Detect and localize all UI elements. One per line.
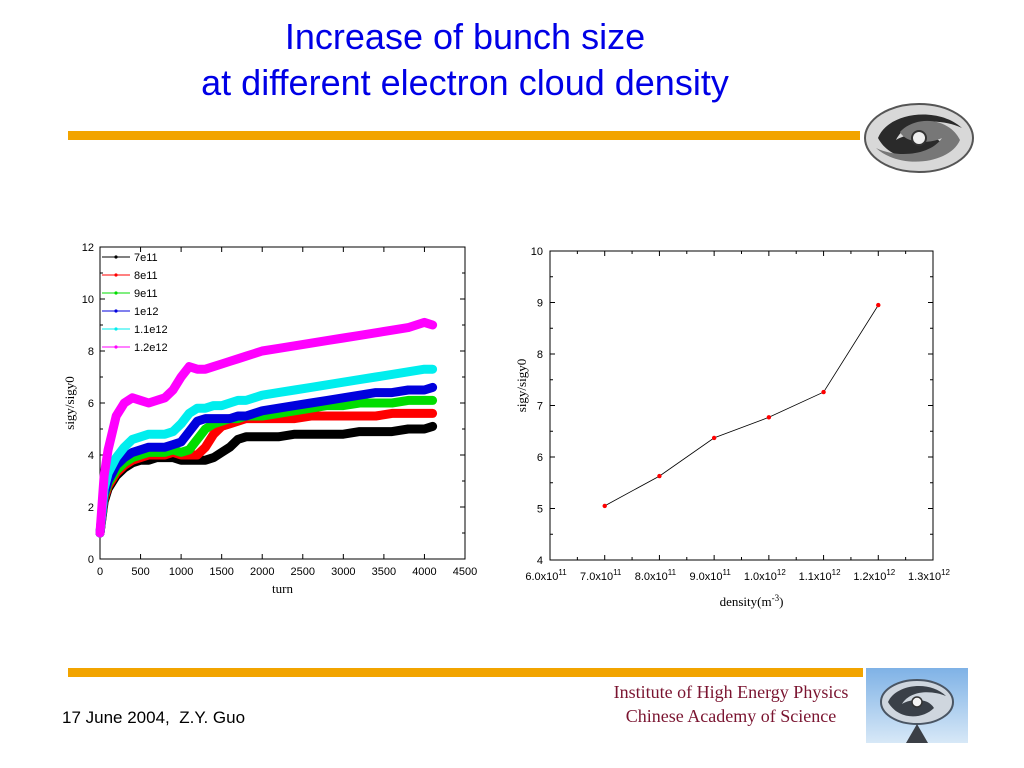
x-tick-label: 3000 <box>331 566 355 578</box>
x-tick-label: 8.0x1011 <box>635 568 677 583</box>
x-tick-label: 0 <box>97 566 103 578</box>
y-tick-label: 0 <box>88 554 94 566</box>
x-tick-label: 1.2x1012 <box>853 568 895 583</box>
data-point <box>602 503 607 509</box>
legend-marker <box>114 273 118 277</box>
footer-date-author: 17 June 2004, Z.Y. Guo <box>62 708 246 727</box>
x-axis-label: turn <box>272 581 293 596</box>
top-divider <box>68 131 860 140</box>
y-tick-label: 4 <box>537 555 543 567</box>
series-line-1e12 <box>95 382 438 538</box>
slide-title: Increase of bunch size at different elec… <box>0 14 930 106</box>
x-tick-label: 1000 <box>169 566 193 578</box>
y-tick-label: 10 <box>531 246 543 258</box>
y-tick-label: 4 <box>88 450 94 462</box>
data-point <box>766 415 772 420</box>
x-tick-label: 1500 <box>209 566 233 578</box>
series-line-7e11 <box>95 421 438 538</box>
data-point <box>876 302 881 308</box>
y-axis-label: sigy/sigy0 <box>62 376 77 429</box>
y-tick-label: 8 <box>88 346 94 358</box>
data-line <box>604 304 879 507</box>
legend-marker <box>114 255 118 259</box>
y-tick-label: 12 <box>82 242 94 254</box>
y-tick-label: 6 <box>537 452 543 464</box>
y-tick-label: 5 <box>537 504 543 516</box>
x-tick-label: 1.1x1012 <box>799 568 841 583</box>
legend-label: 1e12 <box>134 306 158 318</box>
x-tick-label: 4500 <box>453 566 477 578</box>
y-tick-label: 8 <box>537 349 543 361</box>
slide-title-line1: Increase of bunch size <box>284 16 646 57</box>
y-tick-label: 6 <box>88 398 94 410</box>
legend-label: 1.2e12 <box>134 342 168 354</box>
legend-label: 9e11 <box>134 288 158 300</box>
bunch-size-vs-turn-chart: 0 500 1000 1500 2000 2500 3000 3500 4000 4500 0 2 4 6… <box>62 242 477 596</box>
x-axis-label: density(m-3) <box>720 593 784 609</box>
y-axis-label: sigy/sigy0 <box>514 359 529 412</box>
ihep-logo-icon <box>864 103 974 173</box>
legend-label: 1.1e12 <box>134 324 168 336</box>
legend-marker <box>114 345 118 349</box>
slide-title-line2: at different electron cloud density <box>201 62 729 103</box>
legend-marker <box>114 309 118 313</box>
legend-label: 7e11 <box>134 252 158 264</box>
data-point <box>821 389 826 395</box>
y-tick-label: 10 <box>82 294 94 306</box>
legend-marker <box>114 327 118 331</box>
data-point <box>711 435 717 441</box>
x-tick-label: 7.0x1011 <box>580 568 622 583</box>
x-tick-label: 4000 <box>412 566 436 578</box>
bottom-divider <box>68 668 863 677</box>
bunch-size-vs-density-chart: 6.0x1011 7.0x1011 8.0x1011 9.0x1011 1.0x1012… <box>514 246 951 609</box>
institute-name: Institute of High Energy Physics Chinese… <box>597 680 865 736</box>
x-tick-label: 2000 <box>250 566 274 578</box>
x-tick-label: 6.0x1011 <box>525 568 567 583</box>
series-line-1.2e12 <box>95 317 438 538</box>
x-tick-label: 2500 <box>291 566 315 578</box>
series-line-1.1e12 <box>95 364 438 538</box>
y-tick-label: 7 <box>537 401 543 413</box>
institute-photo-logo-icon <box>866 668 968 743</box>
y-tick-label: 2 <box>88 502 94 514</box>
x-tick-label: 1.0x1012 <box>744 568 786 583</box>
institute-line1: Institute of High Energy Physics <box>613 682 849 702</box>
x-tick-label: 1.3x1012 <box>908 568 950 583</box>
x-tick-label: 9.0x1011 <box>689 568 731 583</box>
data-point <box>657 473 662 479</box>
legend-marker <box>114 291 118 295</box>
legend-label: 8e11 <box>134 270 158 282</box>
plot-frame <box>549 250 934 561</box>
y-tick-label: 9 <box>537 298 543 310</box>
institute-line2: Chinese Academy of Science <box>625 706 837 726</box>
x-tick-label: 3500 <box>372 566 396 578</box>
x-tick-label: 500 <box>131 566 149 578</box>
